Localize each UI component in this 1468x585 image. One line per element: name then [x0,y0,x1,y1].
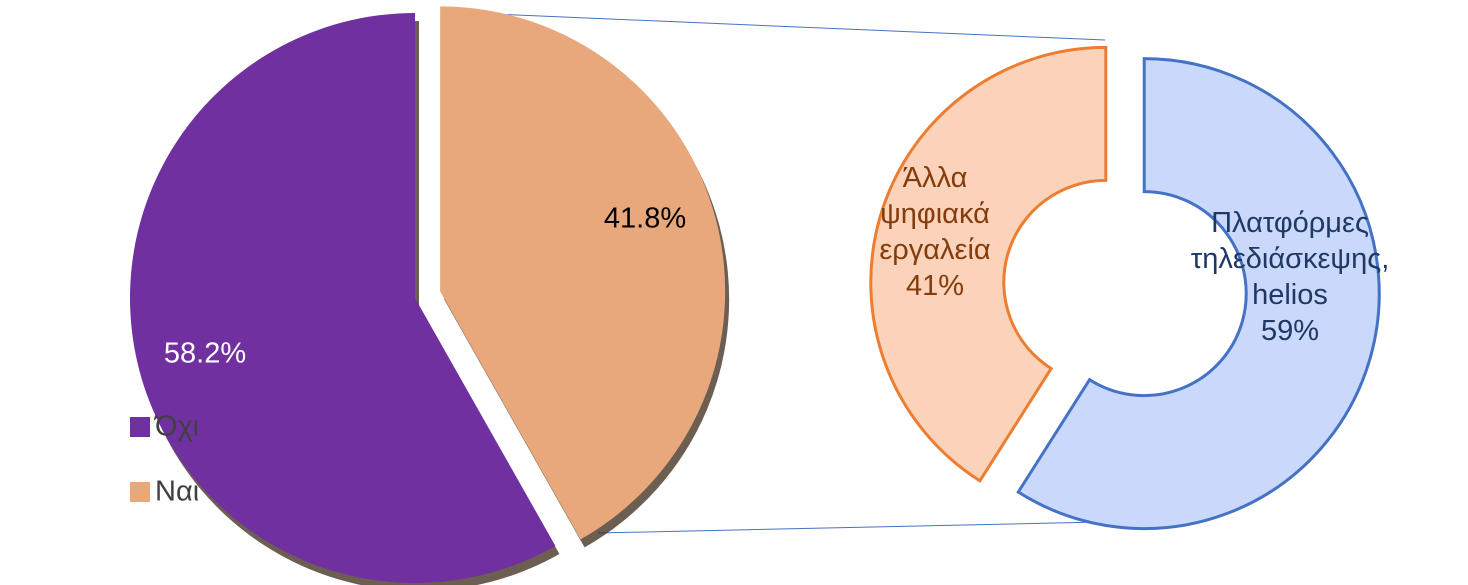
data-label: 59% [1260,315,1320,347]
connector-line [444,11,1106,41]
donut-slice [869,45,1108,483]
legend-label: Όχι [154,411,199,443]
legend-label: Ναι [155,476,199,508]
category-label: Πλατφόρμες τηλεδιάσκεψης, helios [1190,207,1390,311]
donut-label: Άλλα ψηφιακά εργαλεία 41% [855,160,1015,304]
data-label: 41.8% [604,203,686,235]
category-label: Άλλα ψηφιακά εργαλεία [879,162,991,266]
connector-line [597,521,1101,534]
data-label: 41% [905,270,965,302]
pie-slice [440,6,726,540]
donut-slice [1016,57,1381,531]
legend-swatch [130,482,150,502]
legend-swatch [130,417,150,437]
donut-label: Πλατφόρμες τηλεδιάσκεψης, helios 59% [1170,205,1410,349]
data-label: 58.2% [164,338,246,370]
pie-slice [130,13,556,583]
